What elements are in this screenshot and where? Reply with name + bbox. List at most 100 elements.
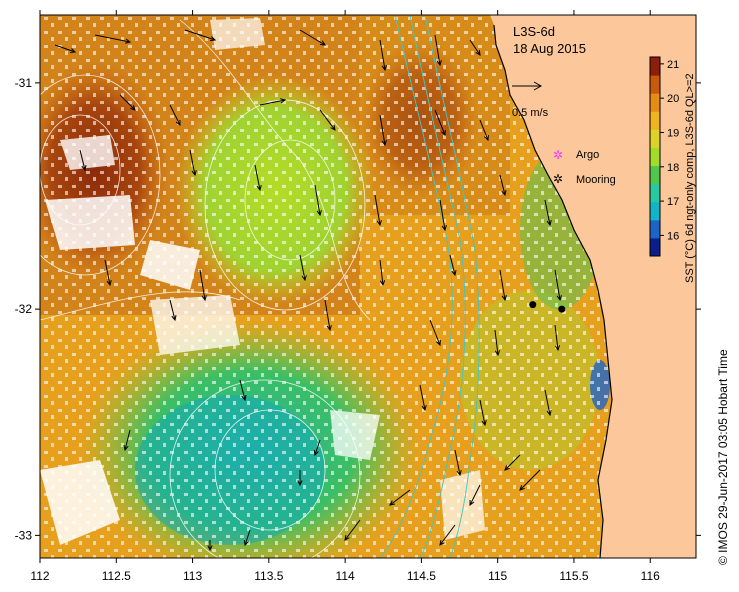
current-vector <box>54 44 77 54</box>
current-vector <box>207 540 213 552</box>
current-vector <box>544 199 552 227</box>
current-vector <box>419 384 427 412</box>
current-vector <box>454 449 462 477</box>
y-tick-label: -33 <box>15 528 33 542</box>
current-vector <box>429 319 441 347</box>
current-vector <box>239 379 247 402</box>
colorbar-segment <box>650 75 660 94</box>
scale-arrow <box>512 81 543 91</box>
current-vector <box>169 299 177 322</box>
x-tick-label: 116 <box>641 569 660 583</box>
colorbar-segment <box>650 201 660 221</box>
current-vector <box>499 269 507 302</box>
current-vector <box>169 104 181 127</box>
colorbar-segment <box>650 219 660 239</box>
current-vector <box>259 98 287 106</box>
colorbar-segment <box>650 147 660 167</box>
x-tick-label: 113.5 <box>254 569 283 583</box>
mooring-legend-label: Mooring <box>576 174 616 186</box>
current-vector <box>434 34 442 67</box>
colorbar-segment <box>650 93 660 112</box>
colorbar-segment <box>650 237 660 257</box>
y-tick-label: -32 <box>15 302 33 316</box>
x-tick-label: 115.5 <box>559 569 588 583</box>
current-vector <box>379 114 387 147</box>
current-vector <box>297 470 303 487</box>
map-frame <box>39 14 697 559</box>
product-label: L3S-6d <box>513 24 555 39</box>
colorbar-segment <box>650 57 660 76</box>
argo-legend-label: Argo <box>576 149 599 161</box>
colorbar-segment <box>650 165 660 185</box>
colorbar-ticks: 16 17 18 19 20 21 <box>660 59 679 242</box>
colorbar-title: SST (°C) 6d ngt-only comp, L3S-6d QL>=2 <box>684 73 696 283</box>
sst-field <box>40 15 696 558</box>
current-vector <box>389 489 411 506</box>
sea-level-contours <box>40 19 371 558</box>
coastline <box>493 24 613 558</box>
current-vector <box>469 484 481 507</box>
current-vector <box>519 469 541 491</box>
current-vector <box>379 39 387 72</box>
y-axis: -31 -32 -33 <box>15 76 701 542</box>
current-vector <box>314 184 322 217</box>
current-vector <box>344 519 361 541</box>
x-tick-label: 115 <box>488 569 507 583</box>
current-vector <box>449 254 457 277</box>
argo-marker: ✲ <box>553 148 563 162</box>
mooring-marker <box>529 301 537 309</box>
colorbar-segment <box>650 183 660 203</box>
current-vector <box>119 94 136 111</box>
x-tick-label: 114 <box>336 569 355 583</box>
current-vector <box>94 34 132 44</box>
colorbar-tick-label: 17 <box>667 196 679 208</box>
x-axis: 112 112.5 113 113.5 114 114.5 115 115.5 116 <box>30 10 660 583</box>
current-vector <box>299 29 326 46</box>
current-vector <box>313 439 321 457</box>
current-vectors <box>54 29 562 552</box>
current-vector <box>434 109 446 137</box>
current-vector <box>299 254 307 282</box>
current-vector <box>374 194 382 227</box>
scale-arrow-label: 0.5 m/s <box>512 107 549 119</box>
current-vector <box>79 149 87 172</box>
legend: ✲ Argo ✲ Mooring <box>553 148 616 186</box>
colorbar-tick-label: 18 <box>667 162 679 174</box>
current-vector <box>123 429 131 452</box>
current-vector <box>479 399 487 427</box>
current-vector <box>499 174 507 197</box>
current-vector <box>189 149 197 177</box>
current-vector <box>554 269 562 302</box>
date-label: 18 Aug 2015 <box>513 41 586 56</box>
mooring-legend-marker: ✲ <box>553 172 563 186</box>
current-vector <box>439 524 456 546</box>
colorbar <box>649 56 661 257</box>
current-vector <box>243 529 251 547</box>
current-vector <box>554 324 561 352</box>
colorbar-tick-label: 20 <box>667 93 679 105</box>
x-tick-label: 112 <box>30 569 49 583</box>
current-vector <box>104 259 112 287</box>
x-tick-label: 112.5 <box>102 569 131 583</box>
credit-text: © IMOS 29-Jun-2017 03:05 Hobart Time <box>716 349 730 565</box>
colorbar-tick-label: 16 <box>667 230 679 242</box>
current-vector <box>199 269 207 302</box>
x-tick-label: 113 <box>183 569 202 583</box>
current-vector <box>469 39 481 56</box>
colorbar-frame <box>649 56 661 257</box>
current-vector <box>184 29 217 42</box>
x-tick-label: 114.5 <box>407 569 436 583</box>
mooring-marker <box>558 305 566 313</box>
colorbar-segment <box>650 129 660 148</box>
current-vector <box>439 199 447 232</box>
current-vector <box>319 109 336 131</box>
bathymetry-contours <box>379 15 480 558</box>
colorbar-segment <box>650 111 660 130</box>
current-vector <box>324 299 332 332</box>
colorbar-tick-label: 19 <box>667 127 679 139</box>
current-vector <box>254 164 262 192</box>
mooring-markers <box>529 301 566 313</box>
land-area <box>490 15 696 558</box>
current-vector <box>379 259 386 287</box>
